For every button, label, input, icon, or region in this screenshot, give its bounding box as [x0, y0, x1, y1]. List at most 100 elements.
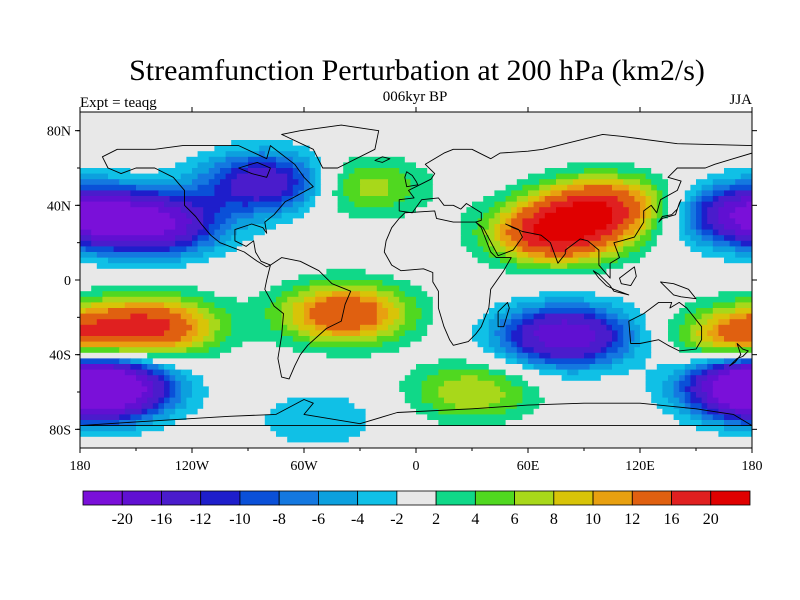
contour-cell	[668, 201, 680, 208]
contour-cell	[623, 324, 630, 331]
x-axis: 180 120W 60W 0 60E 120E 180	[70, 107, 763, 474]
contour-cell	[113, 246, 171, 253]
contour-cell	[80, 128, 752, 135]
contour-cell	[494, 313, 512, 320]
contour-cell	[203, 380, 400, 387]
contour-cell	[169, 375, 176, 382]
contour-cell	[724, 425, 752, 432]
contour-cell	[141, 380, 154, 387]
contour-cell	[315, 173, 322, 180]
contour-cell	[656, 190, 663, 197]
contour-cell	[360, 291, 378, 298]
contour-cell	[309, 173, 316, 180]
contour-cell	[679, 235, 691, 242]
contour-cell	[539, 324, 591, 331]
contour-cell	[651, 201, 658, 208]
contour-cell	[388, 179, 411, 186]
contour-cell	[192, 392, 210, 399]
contour-cell	[169, 196, 255, 203]
colorbar-box	[592, 490, 633, 506]
contour-cell	[500, 218, 507, 225]
contour-cell	[304, 313, 311, 320]
contour-cell	[292, 285, 311, 292]
contour-cell	[511, 218, 523, 225]
contour-cell	[416, 162, 568, 169]
contour-cell	[169, 319, 187, 326]
contour-cell	[488, 263, 518, 270]
contour-cell	[533, 224, 607, 231]
contour-cell	[623, 246, 641, 253]
contour-cell	[236, 229, 266, 236]
contour-cell	[175, 386, 182, 393]
contour-cell	[399, 168, 428, 175]
contour-cell	[651, 229, 663, 236]
colorbar-box	[161, 490, 202, 506]
contour-cell	[623, 201, 641, 208]
contour-cell	[679, 330, 691, 337]
contour-cell	[180, 336, 193, 343]
contour-cell	[80, 442, 752, 448]
contour-cell	[197, 184, 215, 191]
contour-cell	[707, 369, 719, 376]
contour-cell	[164, 369, 171, 376]
coastline-antarctica	[80, 399, 752, 427]
contour-cell	[656, 235, 680, 242]
contour-cell	[679, 207, 686, 214]
contour-cell	[516, 263, 551, 270]
contour-cell	[175, 364, 417, 371]
contour-cell	[522, 347, 535, 354]
contour-cell	[735, 235, 752, 242]
contour-cell	[707, 375, 719, 382]
coastline-borneo	[619, 266, 637, 287]
contour-cell	[164, 375, 171, 382]
contour-cell	[438, 408, 507, 415]
contour-cell	[612, 336, 619, 343]
contour-cell	[164, 392, 171, 399]
contour-cell	[298, 151, 316, 158]
contour-cell	[668, 212, 680, 219]
contour-cell	[360, 431, 719, 438]
contour-cell	[746, 201, 752, 208]
contour-cell	[164, 201, 193, 208]
contour-cell	[298, 274, 395, 281]
contour-cell	[270, 285, 294, 292]
contour-cell	[231, 319, 271, 326]
contour-cell	[634, 162, 752, 169]
contour-cell	[427, 291, 540, 298]
contour-cell	[735, 190, 752, 197]
contour-cell	[393, 330, 406, 337]
contour-cell	[80, 145, 215, 152]
contour-cell	[729, 240, 742, 247]
contour-cell	[612, 302, 635, 309]
colorbar-box	[435, 490, 476, 506]
contour-cell	[600, 347, 607, 354]
contour-cell	[404, 212, 462, 219]
contour-cell	[326, 352, 372, 359]
contour-cell	[662, 229, 680, 236]
contour-cell	[203, 296, 238, 303]
contour-cell	[80, 408, 126, 415]
contour-cell	[740, 173, 752, 180]
contour-cell	[679, 308, 697, 315]
contour-cell	[404, 397, 423, 404]
contour-cell	[505, 375, 523, 382]
contour-cell	[684, 369, 691, 376]
contour-cell	[539, 336, 596, 343]
contour-cell	[712, 364, 725, 371]
contour-cell	[158, 190, 215, 197]
contour-cell	[690, 358, 708, 365]
coastline-iceland	[374, 156, 391, 163]
contour-cell	[348, 196, 406, 203]
contour-cell	[584, 235, 602, 242]
contour-cell	[231, 190, 283, 197]
contour-cell	[617, 330, 624, 337]
contour-cell	[113, 364, 131, 371]
contour-cell	[360, 190, 389, 197]
contour-cell	[203, 252, 227, 259]
contour-cell	[309, 184, 316, 191]
contour-cell	[684, 229, 697, 236]
contour-cell	[651, 207, 658, 214]
colorbar-label: 20	[703, 511, 719, 528]
contour-cell	[136, 425, 165, 432]
contour-cell	[561, 319, 568, 326]
